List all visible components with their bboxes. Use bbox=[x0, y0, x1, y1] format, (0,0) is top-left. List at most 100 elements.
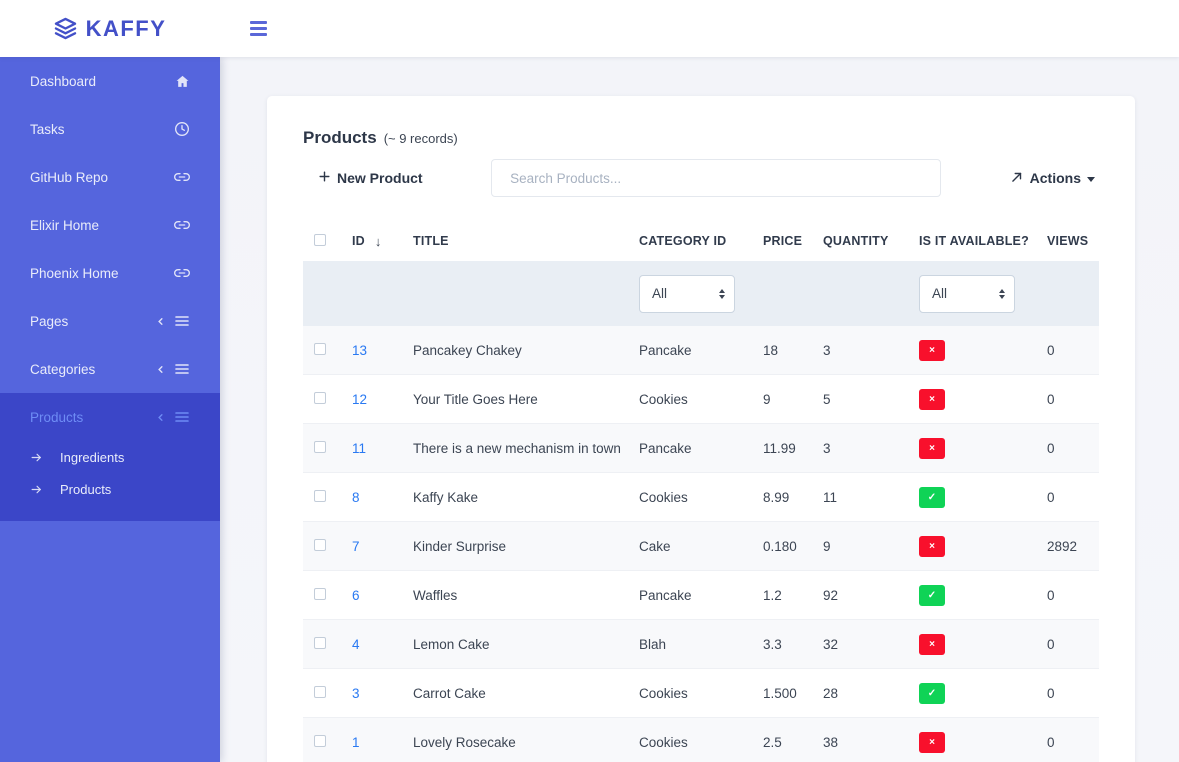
brand[interactable]: KAFFY bbox=[0, 16, 220, 42]
row-category: Cake bbox=[639, 539, 763, 554]
availability-badge: × bbox=[919, 438, 945, 459]
column-header-available[interactable]: IS IT AVAILABLE? bbox=[919, 234, 1047, 248]
row-price: 8.99 bbox=[763, 490, 823, 505]
row-views: 0 bbox=[1047, 490, 1099, 505]
row-id-link[interactable]: 3 bbox=[352, 686, 360, 701]
sidebar-item-github-repo[interactable]: GitHub Repo bbox=[0, 153, 220, 201]
row-checkbox[interactable] bbox=[314, 539, 326, 551]
available-filter-value: All bbox=[932, 286, 947, 301]
column-header-price[interactable]: PRICE bbox=[763, 234, 823, 248]
row-title: Your Title Goes Here bbox=[413, 392, 639, 407]
availability-badge: × bbox=[919, 634, 945, 655]
main-content: Products (~ 9 records) New Product Actio… bbox=[220, 57, 1179, 762]
sidebar-item-label: Pages bbox=[30, 314, 68, 329]
row-id-link[interactable]: 4 bbox=[352, 637, 360, 652]
row-views: 0 bbox=[1047, 588, 1099, 603]
row-title: Kinder Surprise bbox=[413, 539, 639, 554]
search-input[interactable] bbox=[491, 159, 941, 197]
row-id-link[interactable]: 7 bbox=[352, 539, 360, 554]
sidebar: Dashboard Tasks GitHub Repo Elixir Home … bbox=[0, 57, 220, 762]
row-quantity: 5 bbox=[823, 392, 919, 407]
table-row: 8 Kaffy Kake Cookies 8.99 11 ✓ 0 bbox=[303, 473, 1099, 522]
row-title: Lemon Cake bbox=[413, 637, 639, 652]
row-checkbox[interactable] bbox=[314, 343, 326, 355]
column-header-id[interactable]: ID bbox=[352, 234, 365, 248]
row-id-link[interactable]: 12 bbox=[352, 392, 367, 407]
row-views: 2892 bbox=[1047, 539, 1099, 554]
sidebar-item-products[interactable]: Products bbox=[0, 393, 220, 441]
row-checkbox[interactable] bbox=[314, 441, 326, 453]
column-header-title[interactable]: TITLE bbox=[413, 234, 639, 248]
row-title: Carrot Cake bbox=[413, 686, 639, 701]
row-checkbox[interactable] bbox=[314, 392, 326, 404]
column-header-views[interactable]: VIEWS bbox=[1047, 234, 1099, 248]
category-filter-value: All bbox=[652, 286, 667, 301]
row-id-link[interactable]: 11 bbox=[352, 441, 366, 456]
sidebar-item-pages[interactable]: Pages bbox=[0, 297, 220, 345]
clock-icon bbox=[174, 121, 190, 137]
row-checkbox[interactable] bbox=[314, 637, 326, 649]
sidebar-item-label: Elixir Home bbox=[30, 218, 99, 233]
actions-dropdown-button[interactable]: Actions bbox=[1010, 170, 1099, 187]
brand-name: KAFFY bbox=[86, 16, 167, 42]
row-price: 0.180 bbox=[763, 539, 823, 554]
table-row: 6 Waffles Pancake 1.2 92 ✓ 0 bbox=[303, 571, 1099, 620]
column-header-quantity[interactable]: QUANTITY bbox=[823, 234, 919, 248]
row-category: Pancake bbox=[639, 343, 763, 358]
export-arrow-icon bbox=[1010, 170, 1024, 187]
sidebar-item-categories[interactable]: Categories bbox=[0, 345, 220, 393]
row-category: Cookies bbox=[639, 686, 763, 701]
row-title: Kaffy Kake bbox=[413, 490, 639, 505]
actions-label: Actions bbox=[1030, 170, 1081, 186]
row-id-link[interactable]: 8 bbox=[352, 490, 360, 505]
sidebar-item-dashboard[interactable]: Dashboard bbox=[0, 57, 220, 105]
select-all-checkbox[interactable] bbox=[314, 234, 326, 246]
new-product-button[interactable]: New Product bbox=[303, 170, 423, 186]
row-category: Cookies bbox=[639, 392, 763, 407]
sidebar-item-label: Categories bbox=[30, 362, 95, 377]
sidebar-subitem-ingredients[interactable]: Ingredients bbox=[0, 441, 220, 473]
availability-badge: × bbox=[919, 340, 945, 361]
row-checkbox[interactable] bbox=[314, 588, 326, 600]
chevron-left-icon bbox=[155, 364, 166, 375]
toolbar: New Product Actions bbox=[303, 158, 1099, 198]
row-title: Lovely Rosecake bbox=[413, 735, 639, 750]
row-category: Blah bbox=[639, 637, 763, 652]
row-quantity: 28 bbox=[823, 686, 919, 701]
arrow-right-icon bbox=[30, 483, 43, 496]
table-row: 11 There is a new mechanism in town Panc… bbox=[303, 424, 1099, 473]
row-price: 9 bbox=[763, 392, 823, 407]
row-id-link[interactable]: 13 bbox=[352, 343, 367, 358]
sidebar-item-tasks[interactable]: Tasks bbox=[0, 105, 220, 153]
row-views: 0 bbox=[1047, 735, 1099, 750]
row-id-link[interactable]: 1 bbox=[352, 735, 360, 750]
hamburger-icon[interactable] bbox=[246, 17, 271, 40]
row-price: 1.2 bbox=[763, 588, 823, 603]
sidebar-item-phoenix-home[interactable]: Phoenix Home bbox=[0, 249, 220, 297]
available-filter-select[interactable]: All bbox=[919, 275, 1015, 313]
row-quantity: 3 bbox=[823, 343, 919, 358]
row-checkbox[interactable] bbox=[314, 490, 326, 502]
row-views: 0 bbox=[1047, 392, 1099, 407]
row-views: 0 bbox=[1047, 686, 1099, 701]
row-quantity: 11 bbox=[823, 490, 919, 505]
sidebar-section-products-active: Products Ingredients Products bbox=[0, 393, 220, 521]
row-id-link[interactable]: 6 bbox=[352, 588, 360, 603]
row-category: Cookies bbox=[639, 490, 763, 505]
arrow-right-icon bbox=[30, 451, 43, 464]
table-row: 12 Your Title Goes Here Cookies 9 5 × 0 bbox=[303, 375, 1099, 424]
sort-desc-icon[interactable]: ↓ bbox=[375, 234, 382, 249]
row-price: 1.500 bbox=[763, 686, 823, 701]
list-icon bbox=[174, 314, 190, 328]
row-price: 18 bbox=[763, 343, 823, 358]
sidebar-item-label: Products bbox=[30, 410, 83, 425]
row-views: 0 bbox=[1047, 441, 1099, 456]
row-checkbox[interactable] bbox=[314, 735, 326, 747]
row-quantity: 92 bbox=[823, 588, 919, 603]
category-filter-select[interactable]: All bbox=[639, 275, 735, 313]
column-header-category-id[interactable]: CATEGORY ID bbox=[639, 234, 763, 248]
row-quantity: 32 bbox=[823, 637, 919, 652]
sidebar-item-elixir-home[interactable]: Elixir Home bbox=[0, 201, 220, 249]
sidebar-subitem-products[interactable]: Products bbox=[0, 473, 220, 505]
row-checkbox[interactable] bbox=[314, 686, 326, 698]
